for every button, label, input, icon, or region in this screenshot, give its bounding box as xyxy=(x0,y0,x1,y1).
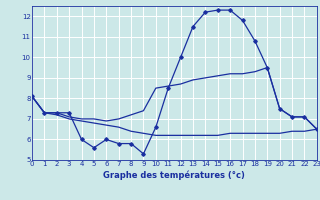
X-axis label: Graphe des températures (°c): Graphe des températures (°c) xyxy=(103,170,245,180)
